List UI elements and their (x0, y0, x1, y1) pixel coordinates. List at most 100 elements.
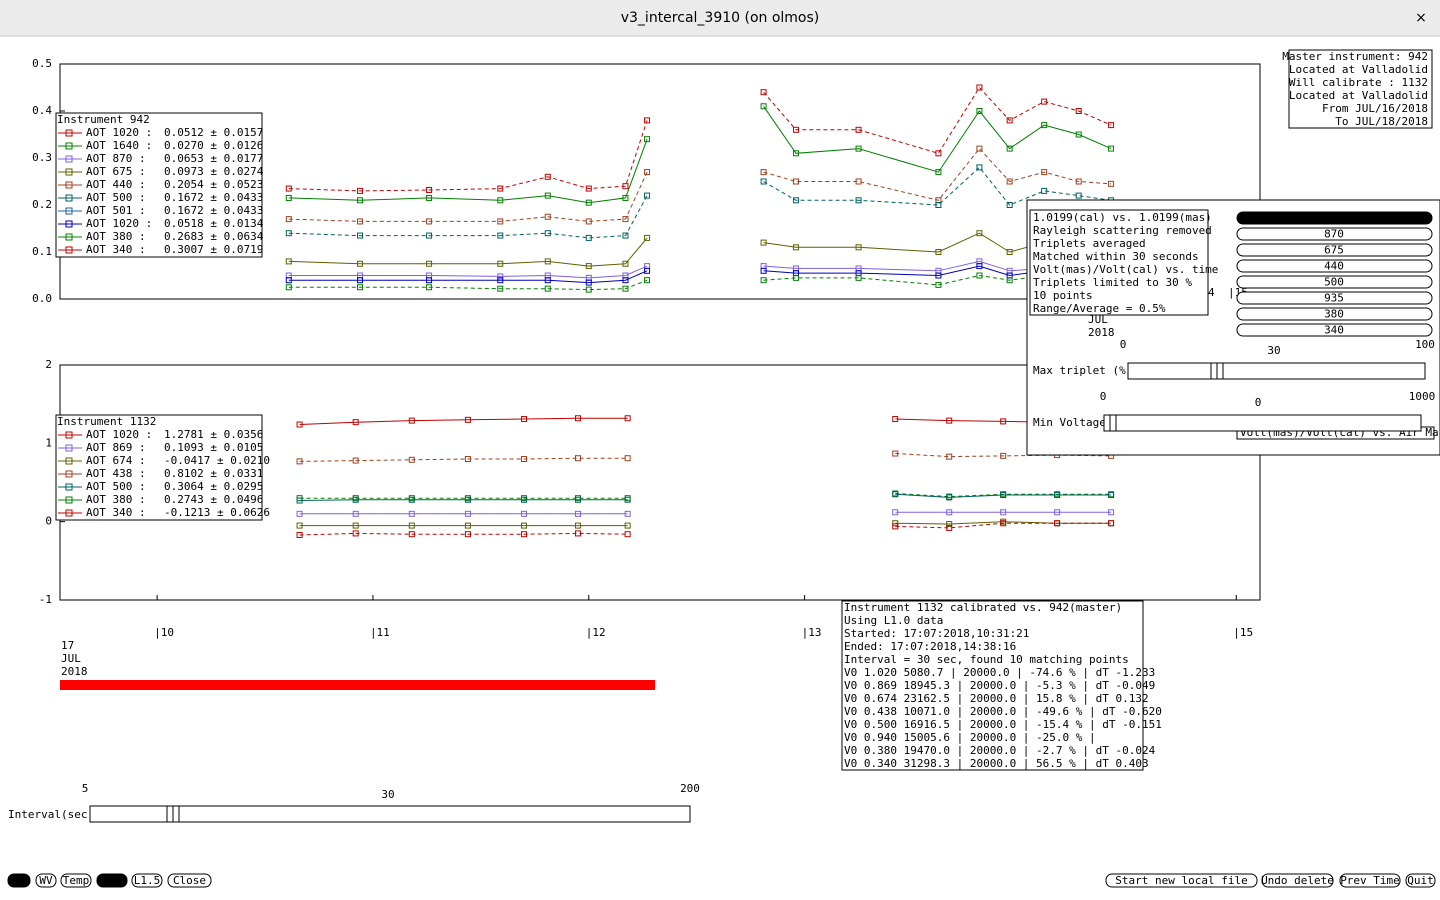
band-button[interactable] (1236, 211, 1433, 225)
button[interactable] (1261, 873, 1334, 888)
legend-name: AOT 500 : (86, 480, 146, 493)
point-marker (855, 197, 862, 204)
button-label: AOT (9, 874, 29, 887)
slider-track[interactable] (89, 805, 691, 823)
report-line: V0 0.869 18945.3 | 20000.0 | -5.3 % | dT… (844, 679, 1155, 692)
master-info-line: To JUL/18/2018 (1335, 115, 1428, 128)
point-marker (497, 218, 504, 225)
title-bar (0, 0, 1440, 36)
legend-name: AOT 1020 : (86, 126, 152, 139)
slider-label: 0 (1255, 396, 1262, 409)
series-line (288, 232, 1112, 267)
slider-label: 100 (1415, 338, 1435, 351)
button[interactable] (7, 873, 31, 888)
legend-name: AOT 340 : (86, 243, 146, 256)
button[interactable] (1339, 873, 1401, 888)
legend-stats: 0.0653 ± 0.0177 (164, 152, 263, 165)
legend-stats: 0.2054 ± 0.0523 (164, 178, 263, 191)
button[interactable] (131, 873, 163, 888)
point-marker (1041, 98, 1048, 105)
legend-name: AOT 674 : (86, 454, 146, 467)
point-marker (497, 285, 504, 292)
slider-caption: Min Voltage (1033, 416, 1106, 429)
point-marker (1006, 117, 1013, 124)
popup-line: 1.0199(cal) vs. 1.0199(mas) (1033, 211, 1212, 224)
x-tick-label: |10 (154, 626, 174, 639)
band-button[interactable] (1236, 323, 1433, 337)
button-label: Close (173, 874, 206, 887)
x-tick-label: |15 (1233, 626, 1253, 639)
popup-line: Rayleigh scattering removed (1033, 224, 1212, 237)
band-button-label: 380 (1324, 308, 1344, 321)
date-label: 2018 (61, 665, 88, 678)
series-line (288, 86, 1112, 192)
slider-caption: Interval(sec) (8, 808, 94, 821)
axis-fragment: JUL (1088, 313, 1108, 326)
point-marker (644, 192, 651, 199)
band-button-label: 870 (1324, 228, 1344, 241)
legend-stats: 0.1672 ± 0.0433 (164, 191, 263, 204)
legend-symbol (65, 168, 73, 176)
band-button[interactable] (1236, 275, 1433, 289)
band-button[interactable] (1236, 259, 1433, 273)
master-info-line: Located at Valladolid (1289, 89, 1428, 102)
slider-track[interactable] (1127, 362, 1426, 380)
y-tick-label: 1 (45, 436, 52, 449)
point-marker (1041, 122, 1048, 129)
legend-name: AOT 675 : (86, 165, 146, 178)
series-line (288, 106, 1112, 204)
button[interactable] (35, 873, 57, 888)
report-line: Started: 17:07:2018,10:31:21 (844, 627, 1029, 640)
legend-name: AOT 500 : (86, 191, 146, 204)
slider-label: 200 (680, 782, 700, 795)
legend-stats: 0.2743 ± 0.0496 (164, 493, 263, 506)
series-line (288, 265, 1112, 284)
band-button-label: 935 (1324, 292, 1344, 305)
legend-symbol (65, 194, 73, 202)
band-button-label: 500 (1324, 276, 1344, 289)
point-marker (976, 230, 983, 237)
button[interactable] (1405, 873, 1436, 888)
point-marker (760, 178, 767, 185)
point-marker (644, 267, 651, 274)
slider-label: 0 (1120, 338, 1127, 351)
legend-stats: -0.1213 ± 0.0626 (164, 506, 270, 519)
point-marker (644, 277, 651, 284)
legend-stats: 0.0512 ± 0.0157 (164, 126, 263, 139)
popup-line: Range/Average = 0.5% (1033, 302, 1166, 315)
legend-symbol (65, 496, 73, 504)
button-label: Start new local file (1115, 874, 1247, 887)
band-button-label: 440 (1324, 260, 1344, 273)
legend-title: Instrument 942 (57, 113, 150, 126)
band-button[interactable] (1236, 307, 1433, 321)
point-marker (1108, 180, 1115, 187)
master-info-line: Located at Valladolid (1289, 63, 1428, 76)
legend-symbol (65, 155, 73, 163)
point-marker (622, 216, 629, 223)
band-button[interactable] (1236, 243, 1433, 257)
axis-fragment: 2018 (1088, 326, 1115, 339)
button[interactable] (167, 873, 212, 888)
point-marker (760, 169, 767, 176)
band-button[interactable] (1236, 227, 1433, 241)
close-window[interactable]: × (1415, 10, 1427, 26)
legend-box (55, 414, 263, 521)
y-tick-label: -1 (39, 593, 52, 606)
slider-label: 0 (1100, 390, 1107, 403)
button-label: Undo delete (1261, 874, 1334, 887)
legend-name: AOT 870 : (86, 152, 146, 165)
point-marker (622, 285, 629, 292)
button[interactable] (1105, 873, 1258, 888)
axis-fragment: 4 (1208, 286, 1215, 299)
band-button[interactable] (1236, 291, 1433, 305)
legend-symbol (65, 142, 73, 150)
button[interactable] (60, 873, 92, 888)
button[interactable] (96, 873, 128, 888)
legend-name: AOT 1020 : (86, 428, 152, 441)
slider-track[interactable] (1107, 414, 1422, 432)
date-label: JUL (61, 652, 81, 665)
report-line: Using L1.0 data (844, 614, 943, 627)
legend-stats: 0.3064 ± 0.0295 (164, 480, 263, 493)
point-marker (644, 169, 651, 176)
